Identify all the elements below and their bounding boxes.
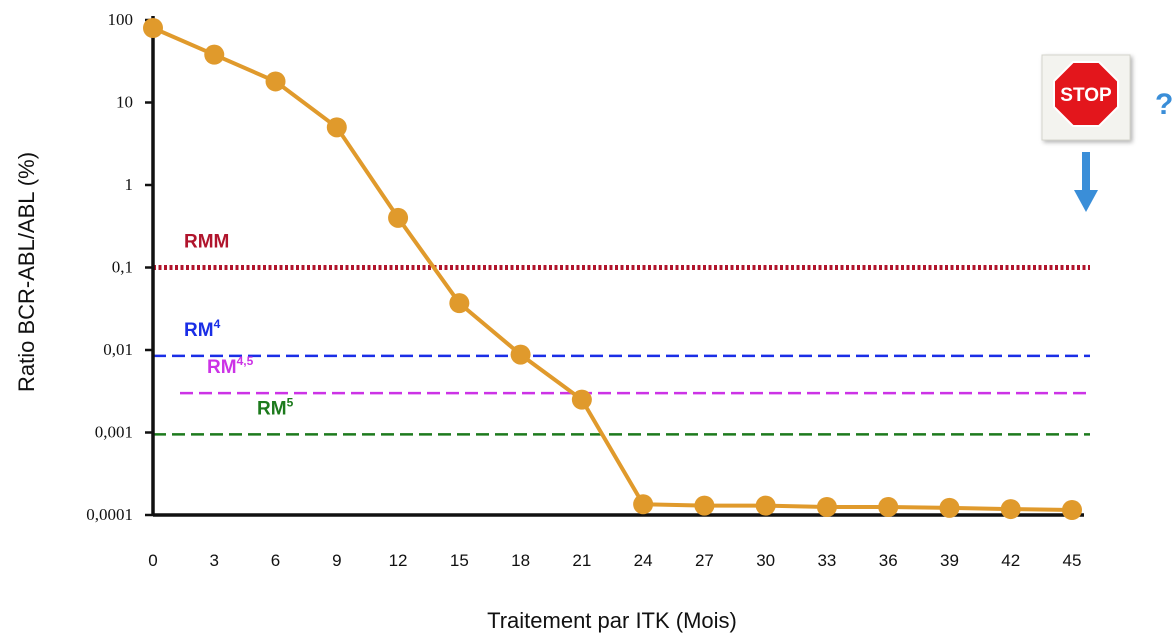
- data-point: [1000, 499, 1021, 520]
- data-point: [816, 497, 837, 518]
- reference-label: RM5: [257, 395, 294, 419]
- data-point: [388, 207, 409, 228]
- y-tick-label: 1: [125, 175, 134, 194]
- x-tick-label: 3: [210, 551, 219, 570]
- x-tick-label: 39: [940, 551, 959, 570]
- x-tick-label: 18: [511, 551, 530, 570]
- y-tick-label: 0,01: [103, 340, 133, 359]
- reference-label: RM4: [184, 317, 221, 341]
- x-tick-label: 36: [879, 551, 898, 570]
- data-point: [143, 17, 163, 38]
- y-tick-label: 10: [116, 93, 133, 112]
- down-arrow-icon: [1074, 152, 1098, 212]
- reference-label: RM4,5: [207, 354, 254, 378]
- stop-sign-text: STOP: [1060, 85, 1112, 106]
- x-tick-label: 12: [389, 551, 408, 570]
- data-point: [571, 389, 592, 410]
- data-point: [204, 44, 225, 65]
- data-point: [694, 495, 715, 516]
- x-tick-label: 33: [817, 551, 836, 570]
- data-point: [939, 497, 960, 518]
- reference-label: RMM: [184, 232, 229, 253]
- data-point: [510, 344, 531, 365]
- x-tick-label: 42: [1001, 551, 1020, 570]
- data-point: [265, 71, 286, 92]
- x-tick-label: 30: [756, 551, 775, 570]
- question-mark: ?: [1155, 88, 1173, 121]
- data-point: [326, 117, 347, 138]
- x-tick-label: 45: [1063, 551, 1082, 570]
- x-tick-label: 15: [450, 551, 469, 570]
- y-tick-label: 0,0001: [86, 505, 133, 524]
- x-tick-label: 24: [634, 551, 653, 570]
- x-tick-label: 27: [695, 551, 714, 570]
- data-point: [1062, 499, 1082, 520]
- x-tick-label: 6: [271, 551, 280, 570]
- y-tick-label: 100: [108, 10, 134, 29]
- y-tick-label: 0,001: [95, 423, 133, 442]
- x-axis-label: Traitement par ITK (Mois): [487, 608, 737, 633]
- stop-sign-octagon: [1053, 61, 1119, 127]
- x-tick-label: 21: [572, 551, 591, 570]
- x-tick-label: 9: [332, 551, 341, 570]
- series-line: [152, 26, 1073, 512]
- data-series: [143, 17, 1082, 520]
- x-tick-label: 0: [148, 551, 157, 570]
- data-point: [755, 495, 776, 516]
- data-point: [449, 293, 470, 314]
- stop-sign-icon: STOP: [1041, 54, 1131, 141]
- y-tick-label: 0,1: [112, 258, 133, 277]
- y-axis-label: Ratio BCR-ABL/ABL (%): [14, 152, 39, 392]
- data-point: [878, 497, 899, 518]
- data-point: [633, 494, 654, 515]
